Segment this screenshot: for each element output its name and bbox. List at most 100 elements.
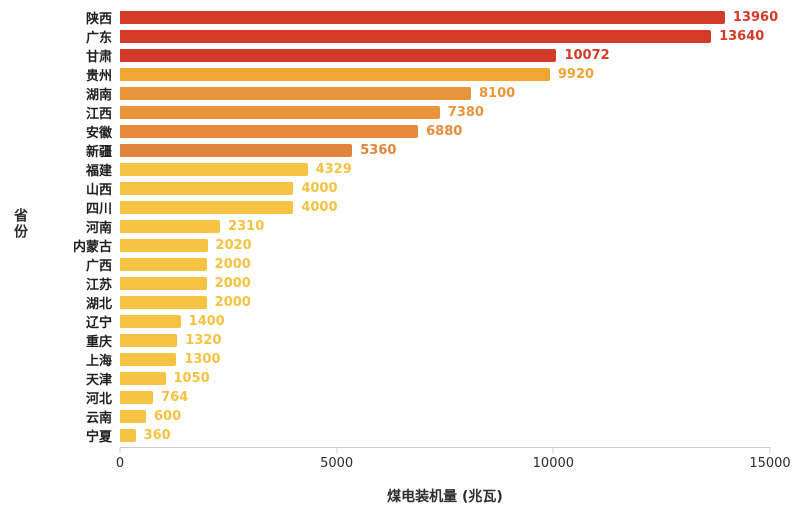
- bar[interactable]: [120, 296, 207, 309]
- bar-track: 2000: [120, 274, 770, 293]
- bar-row: 陕西 13960: [16, 8, 784, 27]
- bar-track: 13960: [120, 8, 778, 27]
- bar-track: 2020: [120, 236, 770, 255]
- bar[interactable]: [120, 30, 712, 43]
- x-tick-label: 10000: [532, 456, 575, 471]
- bar-value-label: 4329: [315, 162, 352, 177]
- bar[interactable]: [120, 315, 181, 328]
- bar-track: 1320: [120, 331, 770, 350]
- bar-rows-container: 陕西 13960 广东 13640 甘肃 10072 贵州 9920 湖南 8100 江西 7380 安…: [16, 8, 784, 445]
- bar[interactable]: [120, 372, 166, 385]
- bar-row: 上海 1300: [16, 350, 784, 369]
- bar-track: 360: [120, 426, 770, 445]
- bar-value-label: 2000: [214, 276, 251, 291]
- bar[interactable]: [120, 87, 471, 100]
- bar-value-label: 1050: [173, 371, 210, 386]
- bar-value-label: 9920: [557, 67, 595, 82]
- bar-track: 13640: [120, 27, 770, 46]
- bar[interactable]: [120, 201, 294, 214]
- bar-track: 4329: [120, 160, 770, 179]
- bar[interactable]: [120, 220, 221, 233]
- bar[interactable]: [120, 125, 419, 138]
- bar-track: 1300: [120, 350, 770, 369]
- bar-value-label: 7380: [447, 105, 484, 120]
- bar-track: 6880: [120, 122, 770, 141]
- bar-row: 河南 2310: [16, 217, 784, 236]
- category-label: 陕西: [85, 12, 112, 27]
- bar-value-label: 1320: [185, 333, 222, 348]
- bar-row: 安徽 6880: [16, 122, 784, 141]
- bar-row: 江苏 2000: [16, 274, 784, 293]
- bar-row: 辽宁 1400: [16, 312, 784, 331]
- bar-value-label: 5360: [360, 143, 397, 158]
- x-tick-mark: [336, 448, 338, 453]
- bar-track: 1400: [120, 312, 770, 331]
- bar[interactable]: [120, 11, 725, 24]
- category-label: 湖北: [85, 297, 112, 312]
- bar-value-label: 10072: [564, 48, 610, 63]
- bar[interactable]: [120, 391, 154, 404]
- category-label: 广东: [85, 31, 112, 46]
- bar[interactable]: [120, 68, 550, 81]
- bar[interactable]: [120, 429, 136, 442]
- bar[interactable]: [120, 49, 557, 62]
- category-label: 河南: [85, 221, 112, 236]
- bar-track: 7380: [120, 103, 770, 122]
- category-label: 江西: [85, 107, 112, 122]
- bar[interactable]: [120, 144, 353, 157]
- bar-value-label: 2000: [214, 257, 251, 272]
- bar-value-label: 13640: [719, 29, 765, 44]
- bar-row: 河北 764: [16, 388, 784, 407]
- y-axis-title: 省份: [12, 208, 28, 240]
- bar[interactable]: [120, 334, 178, 347]
- category-label: 福建: [85, 164, 112, 179]
- bar-track: 10072: [120, 46, 770, 65]
- x-axis-line: [120, 447, 771, 448]
- bar-value-label: 600: [154, 409, 182, 424]
- bar-row: 湖北 2000: [16, 293, 784, 312]
- bar[interactable]: [120, 239, 208, 252]
- bar-value-label: 1300: [184, 352, 221, 367]
- bar-track: 9920: [120, 65, 770, 84]
- bar-value-label: 1400: [188, 314, 225, 329]
- bar-value-label: 764: [161, 390, 189, 405]
- bar-row: 江西 7380: [16, 103, 784, 122]
- bar-value-label: 2310: [228, 219, 265, 234]
- bar-track: 4000: [120, 179, 770, 198]
- bar-row: 天津 1050: [16, 369, 784, 388]
- bar-value-label: 13960: [732, 10, 779, 25]
- bar-track: 8100: [120, 84, 770, 103]
- bar[interactable]: [120, 353, 177, 366]
- bar[interactable]: [120, 277, 207, 290]
- bar[interactable]: [120, 258, 207, 271]
- bar-track: 764: [120, 388, 770, 407]
- bar-track: 4000: [120, 198, 770, 217]
- category-label: 湖南: [85, 88, 112, 103]
- x-tick-label: 15000: [749, 456, 791, 471]
- bar-track: 5360: [120, 141, 770, 160]
- category-label: 甘肃: [85, 50, 112, 65]
- bar-row: 内蒙古 2020: [16, 236, 784, 255]
- bar[interactable]: [120, 163, 308, 176]
- bar-row: 重庆 1320: [16, 331, 784, 350]
- category-label: 内蒙古: [72, 240, 112, 255]
- x-axis-title: 煤电装机量 (兆瓦): [387, 489, 503, 505]
- bar-row: 贵州 9920: [16, 65, 784, 84]
- bar-row: 四川 4000: [16, 198, 784, 217]
- bar-row: 甘肃 10072: [16, 46, 784, 65]
- bar-value-label: 4000: [301, 181, 338, 196]
- bar-track: 2000: [120, 293, 770, 312]
- category-label: 河北: [85, 392, 112, 407]
- bar[interactable]: [120, 182, 294, 195]
- category-label: 安徽: [85, 126, 112, 141]
- category-label: 宁夏: [85, 430, 112, 445]
- category-label: 山西: [85, 183, 112, 198]
- bar-track: 2310: [120, 217, 770, 236]
- category-label: 新疆: [85, 145, 112, 160]
- category-label: 贵州: [85, 69, 112, 84]
- bar[interactable]: [120, 410, 146, 423]
- bar[interactable]: [120, 106, 440, 119]
- bar-value-label: 360: [143, 428, 171, 443]
- bar-row: 广东 13640: [16, 27, 784, 46]
- x-tick-mark: [552, 448, 554, 453]
